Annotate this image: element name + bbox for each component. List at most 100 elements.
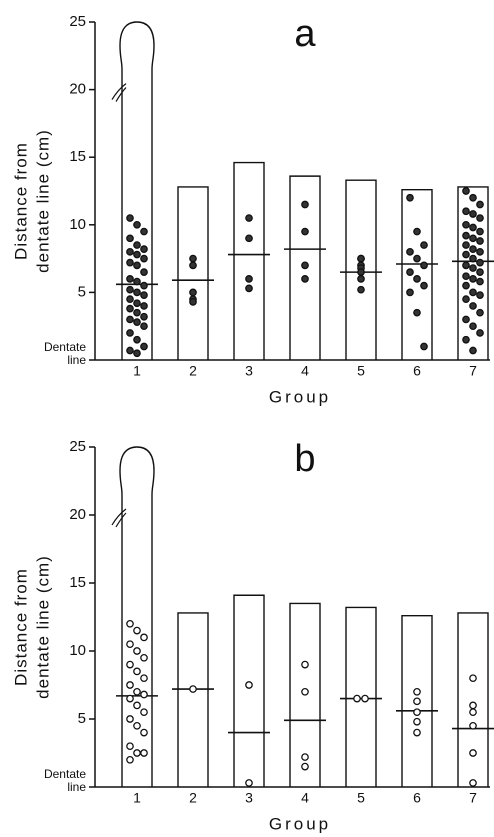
column [119,21,155,360]
data-point [469,779,477,787]
y-tick-label: Dentate line [44,767,86,794]
column [457,612,489,787]
column [119,446,155,787]
data-point [301,261,309,270]
x-tick-label: 2 [189,790,197,806]
data-point [245,681,253,689]
data-point [133,647,141,655]
data-point [189,288,197,297]
data-point [126,304,134,313]
data-point [133,250,141,259]
data-point [462,241,470,249]
data-point [133,335,141,344]
panel-title: a [294,13,316,55]
data-point [420,281,428,290]
data-point [126,295,134,304]
y-axis-label: dentate line (cm) [33,129,52,273]
data-point [413,697,421,706]
data-point [301,200,309,209]
y-tick-label: 5 [78,710,86,727]
data-point [133,308,141,317]
data-point [133,299,141,308]
data-point [140,728,148,737]
data-point [245,779,253,787]
data-point [126,234,134,243]
data-point [469,288,477,297]
data-point [140,749,148,757]
data-point [133,626,141,635]
column [233,594,265,787]
data-point [476,329,484,337]
tick-label-line: Dentate [44,340,86,354]
data-point [462,315,470,324]
column [345,606,377,787]
data-point [413,308,421,317]
data-point [469,275,477,283]
column [289,175,321,360]
x-tick-label: 4 [301,790,309,806]
data-point [245,214,253,222]
data-point [462,187,470,195]
data-point [245,275,253,283]
data-point [126,694,134,703]
data-point [140,291,148,299]
data-point [420,342,428,351]
y-tick-label: 10 [69,216,86,233]
y-tick-label: 15 [69,148,86,165]
data-point [406,193,414,202]
data-point [126,315,134,324]
column-decoration [111,83,127,102]
data-point [140,227,148,236]
data-point [462,261,470,270]
y-tick-label: 15 [69,574,86,591]
data-point [469,701,477,710]
data-point [140,302,148,310]
data-point [413,227,421,236]
x-tick-label: 1 [133,363,141,379]
data-point [476,247,484,256]
data-point [126,619,134,628]
y-tick-label: Dentate line [44,340,86,367]
data-point [133,721,141,730]
data-point [469,721,477,730]
data-point [126,755,134,764]
data-point [476,214,484,222]
y-tick-label: 10 [69,642,86,659]
data-point [301,660,309,669]
data-point [357,254,365,263]
data-point [140,674,148,683]
x-tick-label: 5 [357,790,365,806]
data-point [140,690,148,699]
data-point [126,640,134,649]
data-point [133,667,141,676]
y-tick-label: 25 [69,438,86,455]
data-point [462,250,470,259]
data-point [133,349,141,358]
y-tick-label: 20 [69,506,86,523]
data-point [301,227,309,236]
column [177,612,209,787]
data-point [357,268,365,276]
data-point [413,708,421,717]
data-point [462,207,470,216]
data-point [469,223,477,232]
y-axis-label: Distance from [11,568,30,686]
data-point [476,258,484,267]
data-point [469,254,477,263]
column-decoration [111,508,127,528]
data-point [469,708,477,717]
y-tick-label: 25 [69,13,86,30]
data-point [469,322,477,331]
data-point [140,268,148,276]
data-point [462,272,470,281]
data-point [462,295,470,304]
data-point [126,214,134,222]
data-point [133,687,141,696]
data-point [126,275,134,283]
data-point [357,275,365,283]
data-point [126,285,134,294]
x-tick-label: 5 [357,363,365,379]
data-point [140,312,148,321]
x-tick-label: 7 [469,790,477,806]
data-point [469,245,477,253]
